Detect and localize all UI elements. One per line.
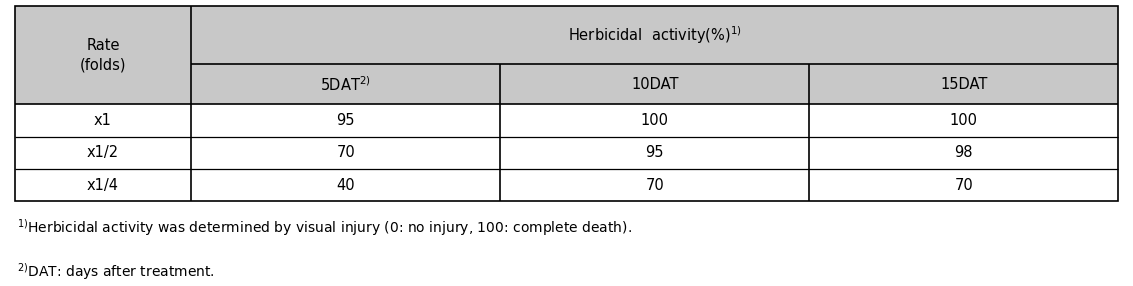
Text: 70: 70 (646, 178, 664, 192)
Text: Rate
(folds): Rate (folds) (79, 38, 126, 73)
Text: 95: 95 (337, 113, 355, 128)
Text: 98: 98 (954, 145, 973, 160)
Bar (15, 6, 1118, 201)
Text: 100: 100 (641, 113, 668, 128)
Bar (191, 6, 1118, 64)
Text: Herbicidal  activity(%)$^{1)}$: Herbicidal activity(%)$^{1)}$ (568, 24, 742, 46)
Bar (15, 104, 1118, 137)
Text: 70: 70 (954, 178, 973, 192)
Bar (191, 64, 1118, 104)
Text: 10DAT: 10DAT (631, 77, 679, 92)
Text: 5DAT$^{2)}$: 5DAT$^{2)}$ (321, 75, 372, 94)
Text: $^{2)}$DAT: days after treatment.: $^{2)}$DAT: days after treatment. (17, 261, 214, 282)
Bar (15, 137, 1118, 169)
Text: 95: 95 (646, 145, 664, 160)
Text: 100: 100 (949, 113, 978, 128)
Text: 70: 70 (337, 145, 355, 160)
Bar (15, 169, 1118, 201)
Text: x1: x1 (94, 113, 112, 128)
Text: $^{1)}$Herbicidal activity was determined by visual injury (0: no injury, 100: c: $^{1)}$Herbicidal activity was determine… (17, 217, 632, 238)
Text: 40: 40 (337, 178, 355, 192)
Text: x1/4: x1/4 (87, 178, 119, 192)
Bar (15, 64, 191, 104)
Text: 15DAT: 15DAT (940, 77, 988, 92)
Text: x1/2: x1/2 (87, 145, 119, 160)
Bar (15, 6, 191, 64)
